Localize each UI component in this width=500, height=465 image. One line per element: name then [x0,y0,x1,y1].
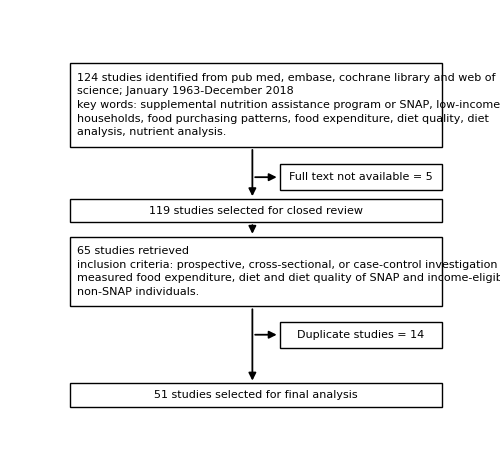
Text: 51 studies selected for final analysis: 51 studies selected for final analysis [154,390,358,400]
FancyBboxPatch shape [280,322,442,348]
FancyBboxPatch shape [70,63,442,147]
Text: 119 studies selected for closed review: 119 studies selected for closed review [149,206,363,216]
FancyBboxPatch shape [70,199,442,222]
FancyBboxPatch shape [70,384,442,407]
FancyBboxPatch shape [70,237,442,306]
Text: Full text not available = 5: Full text not available = 5 [289,172,433,182]
Text: 65 studies retrieved
inclusion criteria: prospective, cross-sectional, or case-c: 65 studies retrieved inclusion criteria:… [77,246,500,297]
Text: 124 studies identified from pub med, embase, cochrane library and web of
science: 124 studies identified from pub med, emb… [77,73,500,137]
FancyBboxPatch shape [280,164,442,190]
Text: Duplicate studies = 14: Duplicate studies = 14 [297,330,424,340]
